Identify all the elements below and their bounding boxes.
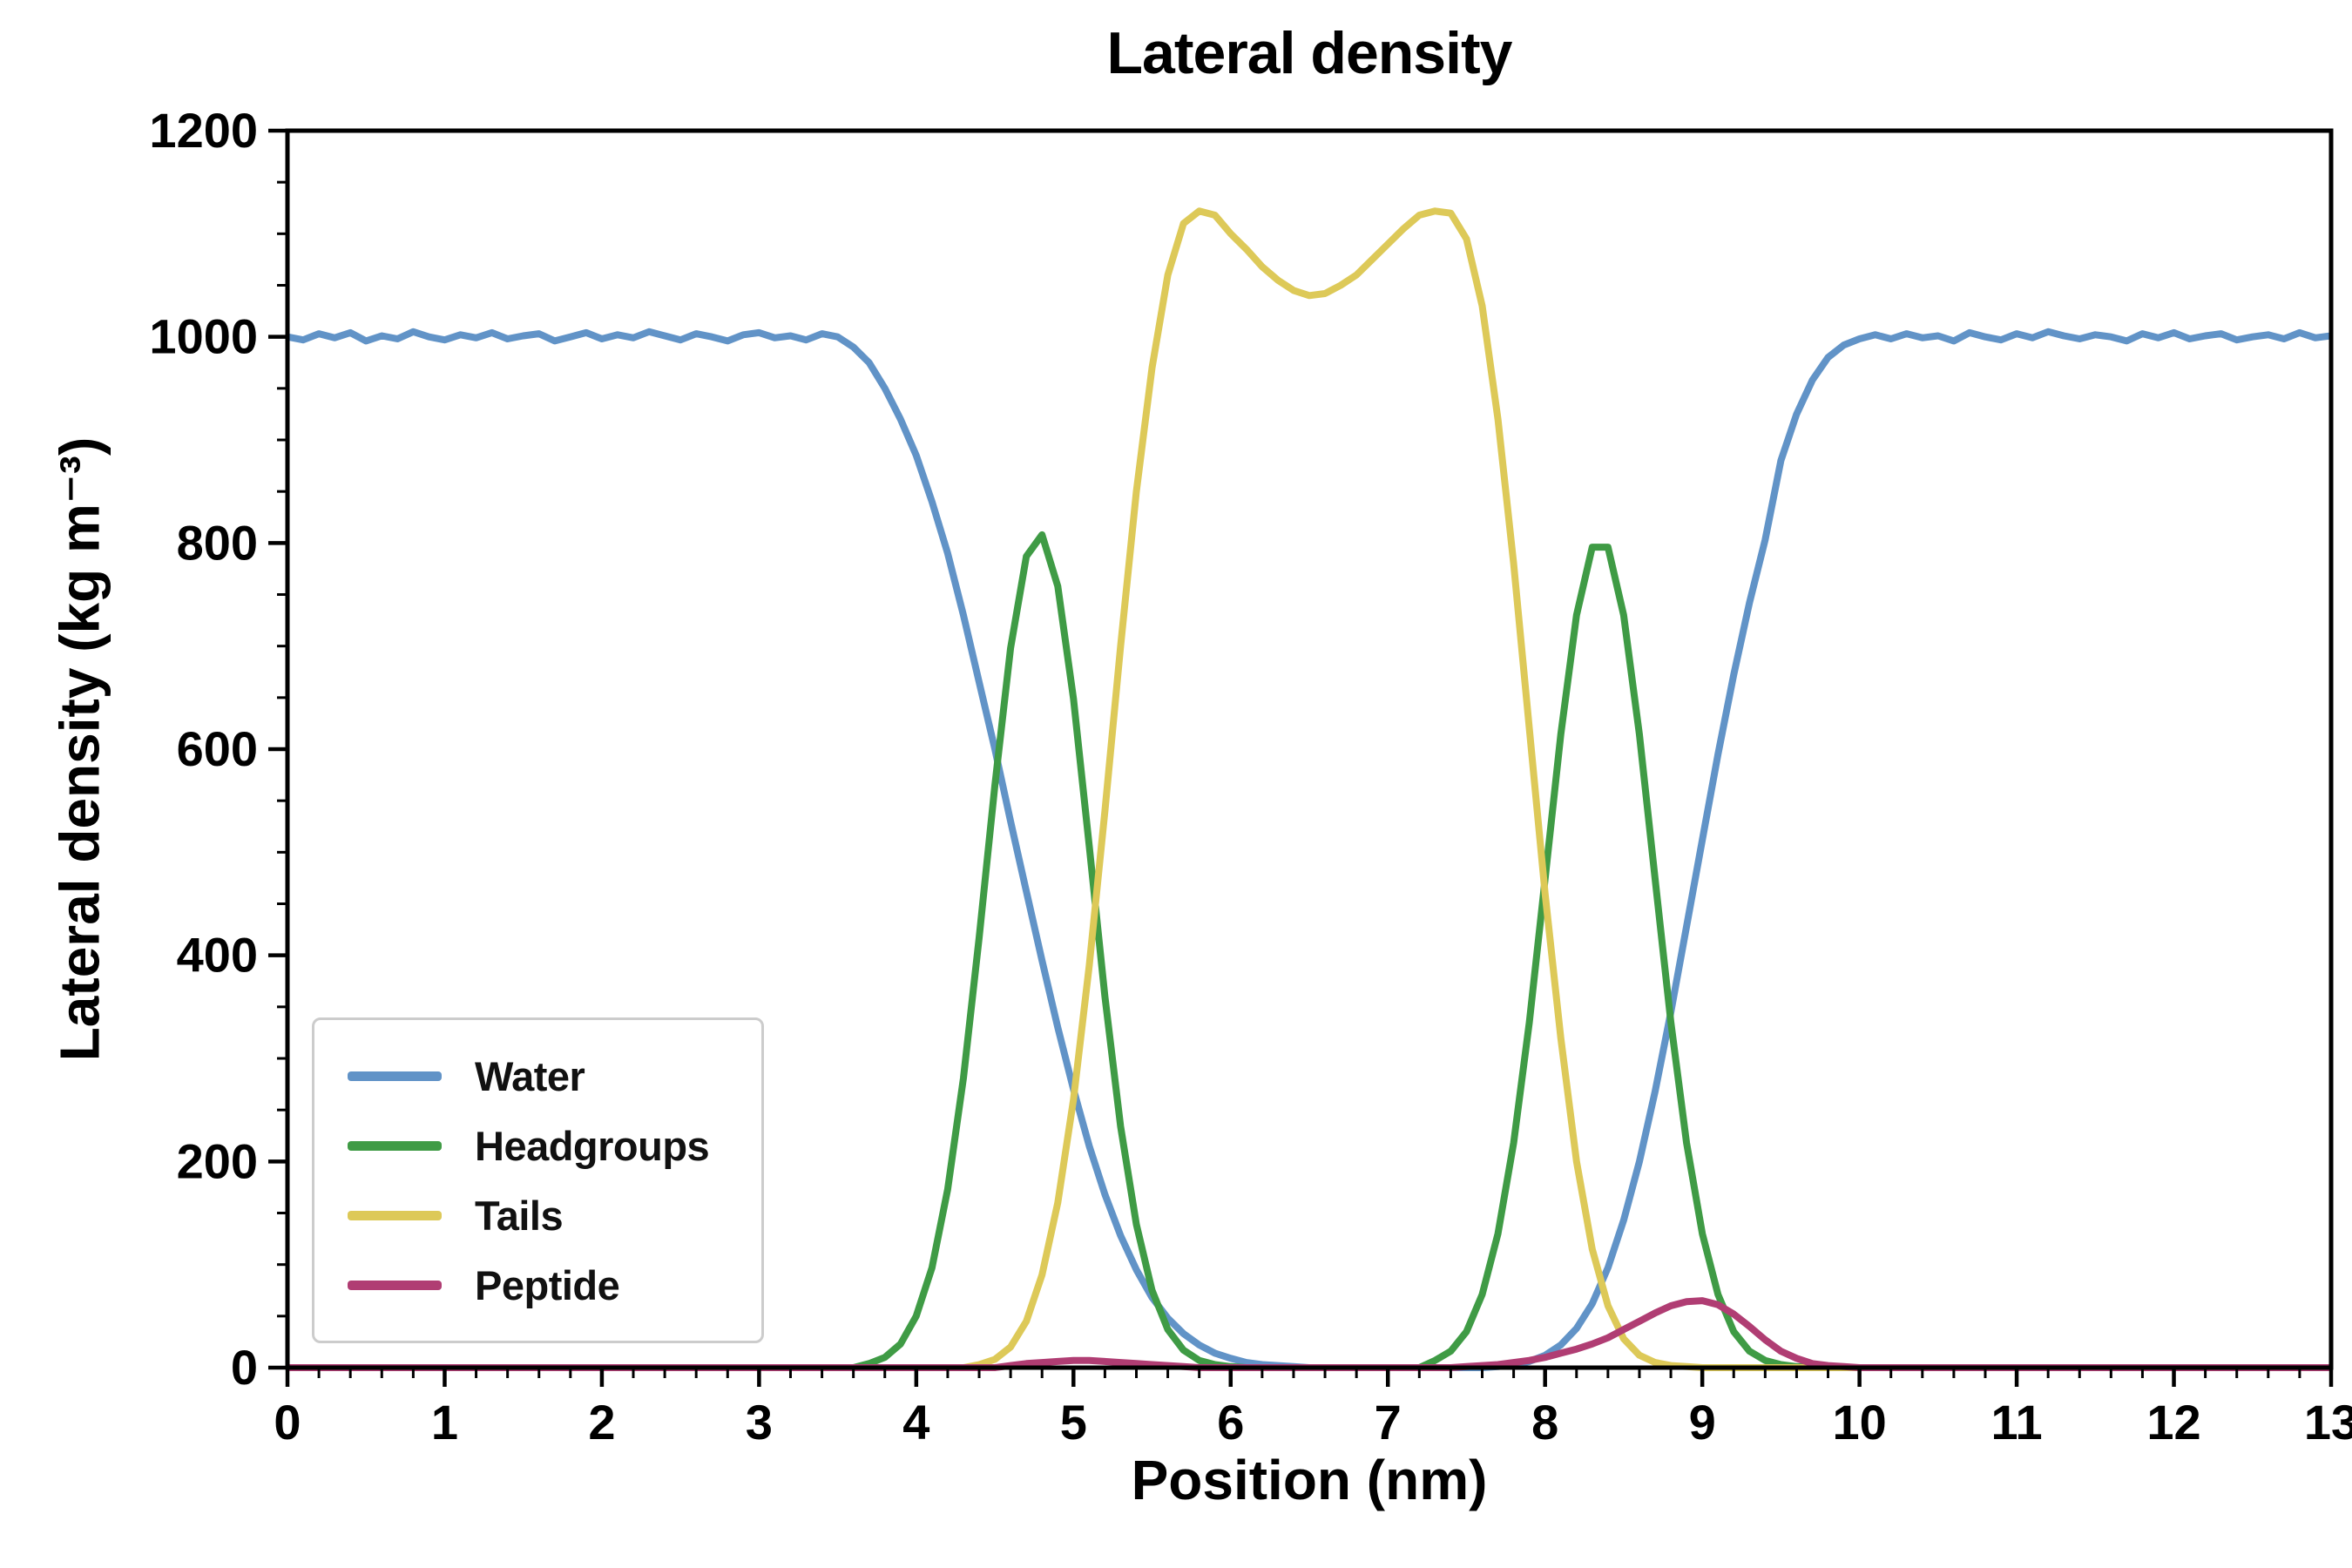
x-tick-label: 0 <box>274 1395 301 1450</box>
legend-item-tails: Tails <box>348 1180 709 1250</box>
chart-title: Lateral density <box>1106 20 1513 86</box>
legend-item-headgroups: Headgroups <box>348 1111 710 1180</box>
legend-item-water: Water <box>348 1041 709 1111</box>
y-tick-label: 1200 <box>149 103 258 158</box>
x-tick-label: 10 <box>1832 1395 1886 1450</box>
legend-item-peptide: Peptide <box>348 1250 709 1320</box>
x-axis: 0 1 2 3 4 5 6 7 8 9 10 11 12 13 <box>274 1368 2352 1450</box>
x-tick-label: 1 <box>431 1395 458 1450</box>
tails-line-swatch <box>348 1210 442 1220</box>
y-tick-label: 600 <box>177 721 258 776</box>
x-tick-label: 2 <box>588 1395 615 1450</box>
y-tick-label: 400 <box>177 928 258 983</box>
x-tick-label: 12 <box>2146 1395 2200 1450</box>
x-tick-label: 11 <box>1990 1395 2042 1450</box>
x-tick-label: 5 <box>1060 1395 1087 1450</box>
x-tick-label: 13 <box>2304 1395 2352 1450</box>
legend-label-peptide: Peptide <box>475 1261 620 1308</box>
x-tick-label: 3 <box>746 1395 773 1450</box>
x-axis-label: Position (nm) <box>1131 1449 1488 1511</box>
headgroups-line-swatch <box>348 1140 442 1151</box>
y-tick-label: 200 <box>177 1133 258 1188</box>
x-tick-label: 8 <box>1531 1395 1558 1450</box>
legend-label-tails: Tails <box>475 1192 564 1239</box>
peptide-line-swatch <box>348 1280 442 1290</box>
x-tick-label: 9 <box>1689 1395 1716 1450</box>
y-axis: 0 200 400 600 800 1000 1200 <box>149 103 287 1395</box>
x-tick-label: 6 <box>1217 1395 1244 1450</box>
y-tick-label: 800 <box>177 515 258 570</box>
x-tick-label: 4 <box>902 1395 929 1450</box>
y-tick-label: 1000 <box>149 309 258 364</box>
y-tick-label: 0 <box>231 1340 258 1395</box>
legend-label-water: Water <box>475 1052 585 1099</box>
legend: Water Headgroups Tails Peptide <box>312 1017 765 1343</box>
x-tick-label: 7 <box>1375 1395 1402 1450</box>
legend-label-headgroups: Headgroups <box>475 1122 710 1169</box>
water-line-swatch <box>348 1071 442 1081</box>
